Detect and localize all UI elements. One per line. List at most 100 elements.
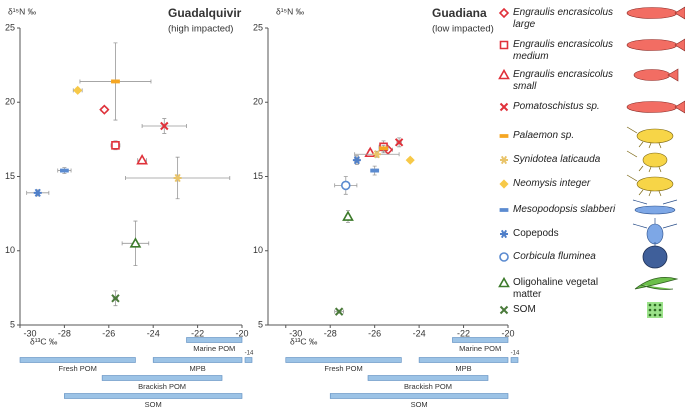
- data-point: [370, 168, 380, 173]
- data-point: [334, 307, 344, 316]
- legend-marker: [500, 229, 508, 239]
- data-point: [60, 168, 69, 173]
- legend-marker: [500, 155, 508, 165]
- x-tick-label: -24: [413, 328, 426, 338]
- range-bar-stub: [244, 357, 253, 363]
- icon: [674, 38, 685, 52]
- range-bar: [19, 357, 136, 363]
- data-point: [405, 155, 415, 165]
- x-tick-label: -30: [289, 328, 302, 338]
- x-axis-label: δ¹³C ‰: [30, 336, 58, 346]
- legend-marker: [498, 276, 510, 288]
- legend-marker: [499, 40, 509, 50]
- legend-label: Engraulis encrasicolus medium: [513, 39, 614, 62]
- x-tick-label: -26: [368, 328, 381, 338]
- icon: [658, 313, 662, 317]
- range-bar: [152, 357, 243, 363]
- icon: [653, 303, 657, 307]
- legend-label: Oligohaline vegetal matter: [513, 277, 599, 300]
- legend-marker: [499, 134, 509, 138]
- icon: [646, 223, 664, 245]
- icon: [626, 126, 662, 149]
- icon: [626, 101, 678, 113]
- x-axis-label: δ¹³C ‰: [290, 336, 318, 346]
- y-tick-label: 15: [253, 171, 263, 181]
- range-label: Fresh POM: [324, 364, 362, 373]
- icon: [642, 152, 668, 168]
- y-tick-label: 5: [258, 319, 263, 329]
- icon: [632, 199, 678, 224]
- y-tick-label: 10: [5, 245, 15, 255]
- range-label: Brackish POM: [404, 382, 452, 391]
- panel-title: Guadiana: [432, 6, 487, 20]
- legend-label: Engraulis encrasicolus large: [513, 7, 614, 30]
- legend-label: Engraulis encrasicolus small: [513, 69, 614, 92]
- data-point: [173, 173, 182, 183]
- y-tick-label: 5: [10, 319, 15, 329]
- legend-marker: [499, 208, 509, 212]
- range-bar: [452, 337, 509, 343]
- legend-label: Pomatoschistus sp.: [513, 101, 600, 112]
- data-point: [73, 85, 83, 95]
- x-tick-label: -28: [58, 328, 71, 338]
- x-tick-label: -22: [191, 328, 204, 338]
- icon: [648, 308, 652, 312]
- legend-marker: [499, 102, 509, 112]
- range-end-label: -14: [511, 351, 520, 357]
- legend-marker: [499, 179, 509, 189]
- legend-marker: [499, 252, 509, 262]
- y-axis-label: δ¹⁵N ‰: [276, 6, 305, 16]
- legend-marker: [498, 7, 510, 19]
- y-tick-label: 20: [5, 97, 15, 107]
- x-tick-label: -20: [501, 328, 514, 338]
- range-bar: [186, 337, 243, 343]
- icon: [658, 308, 662, 312]
- icon: [626, 39, 678, 51]
- data-point: [111, 79, 120, 84]
- legend-marker: [498, 68, 510, 80]
- range-bar: [367, 375, 489, 381]
- icon: [626, 174, 662, 197]
- y-axis-label: δ¹⁵N ‰: [8, 6, 37, 16]
- x-tick-label: -30: [23, 328, 36, 338]
- data-point: [372, 150, 381, 159]
- range-end-label: -14: [245, 351, 254, 357]
- y-tick-label: 15: [5, 171, 15, 181]
- icon: [626, 7, 678, 19]
- data-point: [394, 138, 404, 147]
- data-point: [99, 104, 110, 115]
- icon: [636, 176, 674, 192]
- x-tick-label: -22: [457, 328, 470, 338]
- data-point: [136, 154, 148, 165]
- legend-label: Synidotea laticauda: [513, 154, 601, 165]
- range-bar: [329, 393, 509, 399]
- range-bar: [64, 393, 243, 399]
- data-point: [129, 237, 142, 248]
- y-tick-label: 25: [253, 22, 263, 32]
- data-point: [340, 180, 351, 191]
- icon: [648, 313, 652, 317]
- range-label: Marine POM: [193, 344, 235, 353]
- data-point: [111, 294, 120, 303]
- range-label: SOM: [411, 400, 428, 409]
- icon: [658, 303, 662, 307]
- y-tick-label: 10: [253, 245, 263, 255]
- range-bar: [285, 357, 402, 363]
- legend-label: Mesopodopsis slabberi: [513, 204, 616, 215]
- data-point: [160, 121, 169, 131]
- icon: [642, 245, 668, 269]
- data-point: [352, 156, 361, 165]
- range-bar: [418, 357, 509, 363]
- data-point: [111, 141, 120, 150]
- icon: [634, 277, 679, 290]
- x-tick-label: -24: [147, 328, 160, 338]
- panel-title: Guadalquivir: [168, 6, 242, 20]
- x-tick-label: -20: [235, 328, 248, 338]
- legend-label: SOM: [513, 304, 536, 315]
- legend-label: Palaemon sp.: [513, 130, 575, 141]
- x-tick-label: -26: [102, 328, 115, 338]
- range-label: MPB: [189, 364, 205, 373]
- icon: [667, 68, 679, 82]
- legend-label: Copepods: [513, 228, 559, 239]
